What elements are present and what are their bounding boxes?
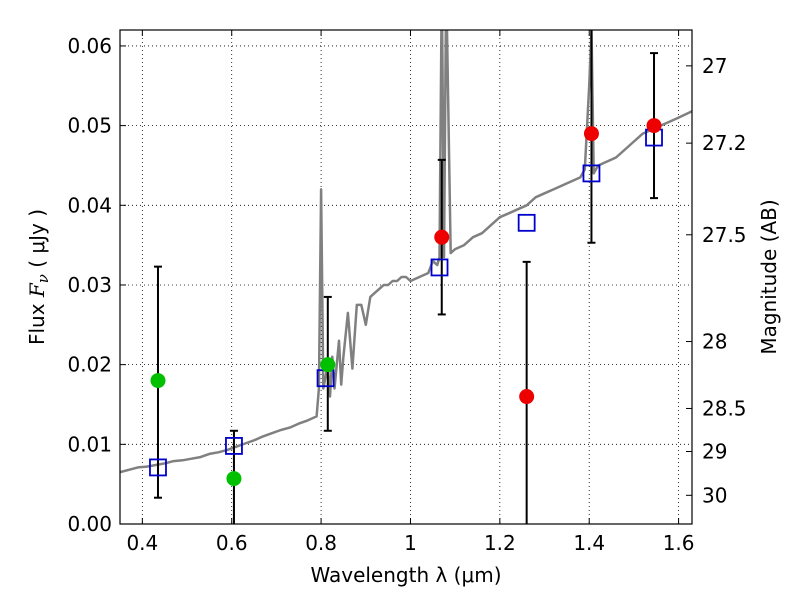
y2-tick-label: 28.5 [702,396,747,420]
data-points [149,118,663,487]
x-axis-label: Wavelength λ (μm) [310,563,501,587]
y-tick-label: 0.05 [67,114,112,138]
sed-spectrum [120,30,692,474]
y-label-post: ( μJy ) [25,209,49,274]
y2-axis-label: Magnitude (AB) [757,199,781,354]
y-tick-label: 0.01 [67,432,112,456]
y-tick-label: 0.00 [67,512,112,536]
y-label-f: F [25,282,49,298]
model-square [149,458,167,477]
y-label-nu: ν [34,274,52,283]
x-tick-label: 0.4 [126,531,158,555]
green-point [150,373,166,389]
y2-tick-label: 27.5 [702,223,747,247]
y-axis-label: Flux Fν ( μJy ) [25,209,52,345]
x-tick-label: 1.4 [573,531,605,555]
x-tick-label: 1.6 [663,531,695,555]
x-tick-label: 0.6 [216,531,248,555]
red-point [583,126,599,142]
x-tick-label: 1.2 [484,531,516,555]
green-point [226,471,242,487]
green-point [320,357,336,373]
model-square [582,164,601,183]
model-square [225,437,243,455]
red-errorbar [522,260,531,524]
y2-tick-label: 28 [702,330,727,354]
y2-tick-label: 29 [702,439,727,463]
ticks: 0.4 0.6 0.8 1 1.2 1.4 1.6 0.00 0.01 0.02 0.03 0.04 0… [67,30,747,555]
y2-tick-label: 27 [702,54,727,78]
red-point [646,118,662,134]
y2-tick-label: 27.2 [702,131,747,155]
plot-frame [119,29,693,525]
x-tick-label: 1 [404,531,417,555]
sed-line [120,30,692,474]
model-square [430,258,449,277]
red-point [434,229,450,245]
model-square [517,213,536,232]
red-point [519,389,535,405]
y2-tick-label: 30 [702,483,727,507]
red-errorbar [587,30,596,244]
y-tick-label: 0.04 [67,193,112,217]
y-tick-label: 0.02 [67,353,112,377]
y-tick-label: 0.06 [67,34,112,58]
y-label-pre: Flux [25,297,49,345]
y-tick-label: 0.03 [67,273,112,297]
x-tick-label: 0.8 [305,531,337,555]
